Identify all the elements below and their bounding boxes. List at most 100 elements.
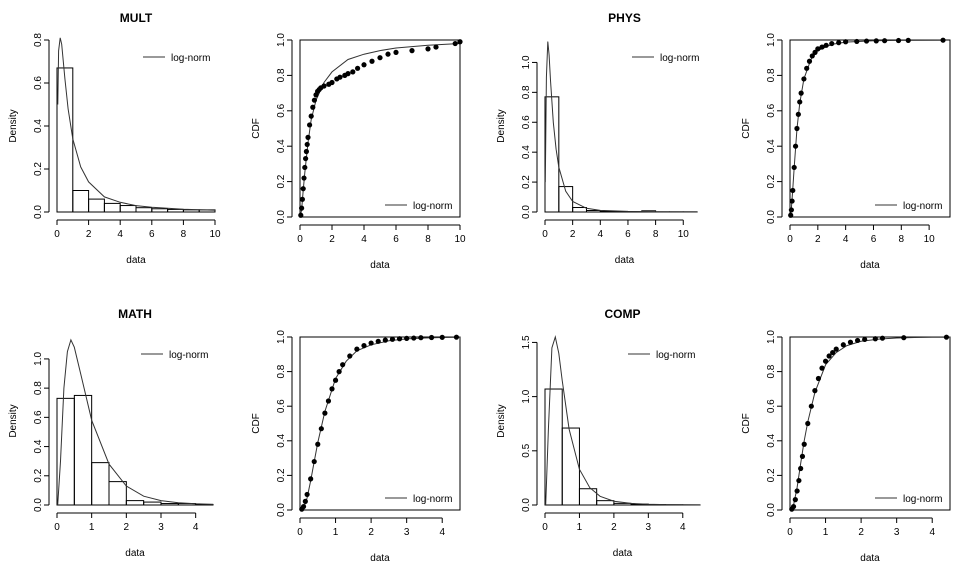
cdf-point: [304, 491, 310, 498]
histogram-bar: [578, 488, 598, 506]
cdf-point: [457, 39, 463, 45]
cdf-point: [337, 74, 343, 80]
y-tick-label: 0.8: [766, 68, 777, 82]
cdf-point: [308, 113, 314, 119]
cdf-point: [347, 353, 353, 359]
y-tick-label: 0.0: [33, 498, 44, 512]
log-norm-curve: [544, 41, 698, 213]
cdf-point: [826, 353, 832, 359]
y-tick-label: 0.8: [766, 364, 777, 378]
histogram-bar: [613, 502, 632, 506]
cdf-point: [940, 37, 946, 43]
cdf-point: [823, 42, 829, 48]
cdf-point: [433, 44, 439, 50]
y-axis-label: Density: [496, 109, 507, 142]
cdf-point: [325, 398, 332, 404]
cdf-point: [790, 503, 797, 510]
cdf-point: [308, 476, 314, 482]
x-tick-label: 1: [89, 522, 95, 533]
cdf-point: [822, 358, 829, 364]
legend-label: log-norm: [169, 350, 208, 361]
cdf-point: [819, 365, 825, 371]
x-tick-label: 10: [924, 234, 936, 245]
cdf-point: [302, 164, 308, 171]
cdf-point: [302, 498, 308, 504]
x-tick-label: 8: [425, 234, 431, 245]
x-tick-label: 2: [858, 527, 864, 538]
cdf-point: [801, 76, 807, 82]
y-tick-label: 1.0: [521, 389, 532, 403]
x-tick-label: 3: [158, 522, 164, 533]
cdf-point: [355, 65, 361, 71]
x-axis-label: data: [860, 553, 880, 564]
x-tick-label: 2: [86, 229, 92, 240]
cdf-point: [375, 338, 381, 344]
y-tick-label: 0.0: [521, 498, 532, 512]
x-tick-label: 4: [680, 522, 686, 533]
y-tick-label: 0.8: [33, 33, 44, 47]
log-norm-curve: [789, 39, 944, 218]
log-norm-curve: [545, 335, 701, 506]
chart-panel-4: 0 2 4 6 8 10 0.0 0.2 0.4 0.6 0.8 1.0 data CDF log-norm: [741, 33, 951, 271]
cdf-point: [301, 175, 307, 181]
x-tick-label: 1: [577, 522, 583, 533]
cdf-point: [311, 97, 317, 103]
histogram-bar: [182, 209, 200, 213]
y-tick-label: 0.4: [276, 139, 287, 153]
chart-panel-6: 0 1 2 3 4 0.0 0.2 0.4 0.6 0.8 1.0 data CDF log-norm: [251, 330, 461, 564]
x-axis-label: data: [615, 255, 635, 266]
cdf-point: [393, 49, 399, 55]
cdf-point: [300, 503, 307, 510]
y-tick-label: 0.8: [276, 68, 287, 82]
cdf-point: [791, 164, 797, 171]
x-tick-label: 3: [646, 522, 652, 533]
cdf-point: [812, 388, 818, 394]
histogram-bar: [558, 186, 574, 213]
cdf-point: [829, 40, 835, 47]
cdf-point: [836, 40, 842, 46]
cdf-point: [311, 458, 317, 465]
cdf-point: [404, 335, 410, 341]
y-tick-label: 0.0: [276, 503, 287, 517]
histogram-bar: [56, 397, 75, 506]
y-axis-label: CDF: [741, 413, 752, 434]
y-tick-label: 0.0: [521, 205, 532, 219]
x-axis-label: data: [613, 548, 633, 559]
cdf-point: [901, 335, 907, 341]
cdf-point: [840, 342, 846, 348]
cdf-point: [830, 349, 836, 356]
y-tick-label: 0.0: [276, 210, 287, 224]
x-tick-label: 8: [653, 229, 659, 240]
x-tick-label: 4: [598, 229, 604, 240]
cdf-point: [789, 198, 795, 204]
chart-title: COMP: [605, 307, 641, 321]
chart-panel-5: MATH 0 1 2 3 4 0.0 0.2 0.4 0.6 0.8 1.0 data Density lo…: [8, 307, 214, 559]
x-tick-label: 10: [678, 229, 690, 240]
cdf-point: [847, 339, 854, 345]
cdf-point: [812, 49, 818, 55]
y-axis-label: CDF: [741, 118, 752, 139]
cdf-point: [303, 155, 309, 162]
cdf-point: [318, 426, 324, 432]
y-tick-label: 0.4: [766, 139, 777, 153]
y-tick-label: 0.4: [766, 433, 777, 447]
y-tick-label: 0.2: [766, 174, 777, 188]
cdf-point: [843, 39, 849, 45]
cdf-point: [801, 441, 807, 447]
cdf-point: [815, 375, 822, 382]
histogram-bar: [160, 503, 179, 506]
cdf-point: [425, 46, 431, 52]
y-tick-label: 1.0: [521, 55, 532, 69]
cdf-point: [872, 336, 878, 342]
legend-label: log-norm: [413, 201, 452, 212]
y-tick-label: 0.6: [276, 399, 287, 413]
y-tick-label: 0.6: [521, 115, 532, 129]
cdf-point: [329, 79, 335, 86]
y-tick-label: 1.0: [766, 33, 777, 47]
cdf-point: [792, 143, 799, 149]
x-tick-label: 0: [787, 234, 793, 245]
cdf-point: [345, 71, 351, 77]
legend-label: log-norm: [903, 201, 942, 212]
log-norm-curve: [300, 336, 461, 511]
x-tick-label: 0: [297, 234, 303, 245]
